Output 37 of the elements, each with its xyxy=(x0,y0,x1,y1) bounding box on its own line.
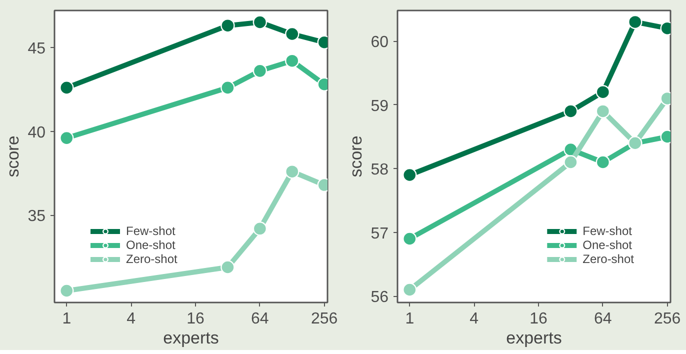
x-tick-label: 1 xyxy=(405,310,414,328)
x-tick-label: 64 xyxy=(594,310,612,328)
x-tick-label: 1 xyxy=(62,310,72,328)
y-tick-label: 45 xyxy=(28,40,46,58)
legend-label: Few-shot xyxy=(126,224,176,238)
y-tick-label: 57 xyxy=(370,225,389,242)
x-tick-label: 256 xyxy=(654,310,681,328)
y-tick-label: 35 xyxy=(28,208,46,226)
y-tick-label: 59 xyxy=(370,98,389,115)
point xyxy=(252,64,268,78)
point xyxy=(220,260,235,274)
x-tick-label: 4 xyxy=(126,310,136,328)
x-tick-label: 64 xyxy=(251,310,269,328)
x-axis-title: experts xyxy=(163,328,219,348)
legend-label: Few-shot xyxy=(582,224,632,238)
legend-label: One-shot xyxy=(126,238,176,252)
point xyxy=(285,164,300,179)
point xyxy=(252,222,268,236)
x-tick-label: 16 xyxy=(530,310,548,328)
x-tick-label: 256 xyxy=(310,310,338,328)
y-tick-label: 58 xyxy=(370,162,389,179)
y-tick-label: 56 xyxy=(370,289,389,306)
point xyxy=(285,26,300,42)
x-tick-label: 16 xyxy=(186,310,204,328)
y-axis-title: score xyxy=(4,136,23,178)
legend-label: Zero-shot xyxy=(582,252,634,266)
x-tick-label: 4 xyxy=(470,310,479,328)
point xyxy=(220,18,235,33)
legend-label: One-shot xyxy=(582,238,632,252)
point xyxy=(285,54,300,68)
y-tick-label: 40 xyxy=(28,124,46,142)
point xyxy=(220,80,235,95)
y-axis-title: score xyxy=(346,136,366,178)
y-tick-label: 60 xyxy=(370,34,389,52)
point xyxy=(252,15,268,30)
x-axis-title: experts xyxy=(506,328,562,348)
legend-label: Zero-shot xyxy=(126,252,178,266)
